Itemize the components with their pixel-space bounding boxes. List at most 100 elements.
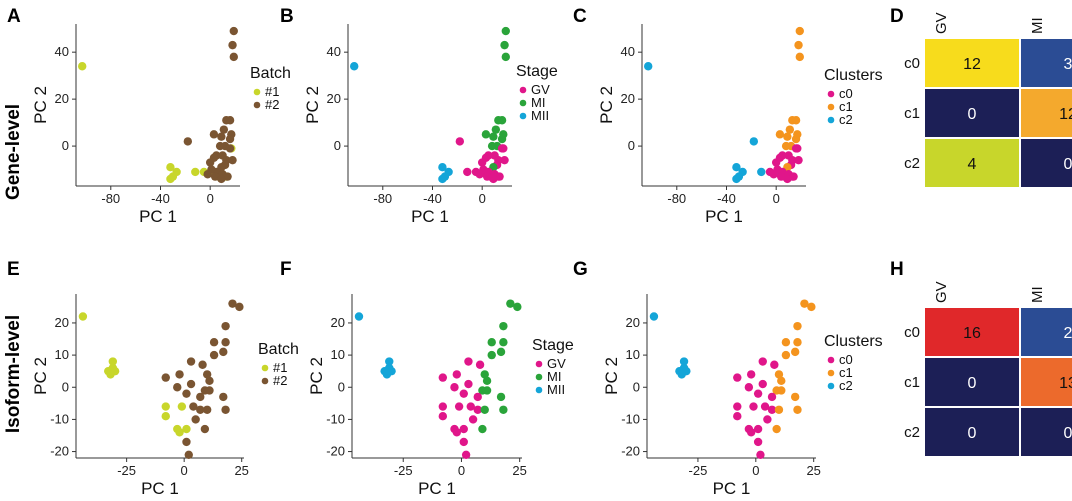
scatter-point <box>205 376 214 386</box>
y-tick-label: -20 <box>50 444 69 459</box>
scatter-point <box>499 321 508 331</box>
legend-marker <box>535 373 543 381</box>
y-tick-label: 10 <box>55 347 69 362</box>
scatter-point <box>459 424 468 434</box>
y-tick-label: 20 <box>55 91 69 106</box>
y-tick-label: 20 <box>327 91 341 106</box>
scatter-point <box>807 302 816 312</box>
scatter-point <box>452 428 461 437</box>
heatmap-cell <box>1019 406 1072 458</box>
scatter-point <box>732 163 741 172</box>
scatter-point <box>438 411 448 421</box>
x-tick-label: -25 <box>117 463 136 478</box>
scatter-point <box>209 350 219 360</box>
scatter-point <box>209 130 219 139</box>
scatter-point <box>205 158 215 167</box>
scatter-point <box>161 373 170 382</box>
scatter-point <box>497 144 507 153</box>
y-tick-label: 20 <box>331 315 345 330</box>
scatter-point <box>795 52 804 62</box>
scatter-point <box>202 370 212 379</box>
scatter-point <box>191 167 200 177</box>
y-axis-title: PC 2 <box>602 357 621 395</box>
heatmap-cell <box>1019 306 1072 358</box>
x-tick-label: 25 <box>806 463 820 478</box>
scatter-point <box>500 155 509 165</box>
scatter-point <box>753 424 763 434</box>
scatter-point <box>746 370 756 379</box>
scatter-point <box>788 116 797 125</box>
scatter-point <box>177 402 187 411</box>
row-label-isoform-level: Isoform-level <box>3 315 24 433</box>
scatter-point <box>78 62 87 71</box>
heatmap-cell-value: 0 <box>968 375 977 392</box>
scatter-point <box>800 299 809 308</box>
legend-title: Clusters <box>824 67 883 84</box>
scatter-point <box>795 26 804 36</box>
heatmap-cell-value: 0 <box>968 425 977 442</box>
legend-a: Batch #1#2 <box>250 65 291 112</box>
x-tick-label: -80 <box>667 191 686 206</box>
scatter-point <box>679 357 689 366</box>
scatter-point <box>791 144 801 153</box>
y-tick-label: 0 <box>334 138 341 153</box>
heatmap-cell-value: 16 <box>963 325 981 342</box>
scatter-point <box>229 52 238 62</box>
scatter-point <box>500 40 509 50</box>
scatter-point <box>203 170 212 179</box>
scatter-point <box>499 405 508 414</box>
scatter-point <box>173 383 182 392</box>
scatter-point <box>506 299 515 308</box>
y-tick-label: 40 <box>621 44 635 59</box>
scatter-point <box>644 62 653 71</box>
scatter-point <box>772 424 781 434</box>
scatter-point <box>482 386 492 395</box>
scatter-point <box>161 402 170 411</box>
y-axis-title: PC 2 <box>31 86 50 124</box>
scatter-point <box>198 360 207 369</box>
scatter-point <box>209 338 219 347</box>
scatter-point <box>769 170 778 179</box>
heatmap-cell-value: 13 <box>1059 375 1072 392</box>
heatmap-cell <box>923 406 1021 458</box>
heatmap-row-label: c1 <box>904 374 920 391</box>
heatmap-cell <box>1019 137 1072 189</box>
scatter-point <box>677 370 686 379</box>
scatter-point <box>785 125 795 134</box>
scatter-point <box>186 357 196 366</box>
scatter-point <box>350 62 359 71</box>
y-tick-label: 0 <box>62 138 69 153</box>
scatter-point <box>196 392 205 402</box>
scatter-point <box>463 167 472 177</box>
scatter-point <box>228 299 237 308</box>
legend-marker <box>535 360 543 368</box>
scatter-point <box>480 370 489 379</box>
scatter-point <box>781 350 791 360</box>
scatter-point <box>454 402 464 411</box>
scatter-point <box>354 312 364 321</box>
scatter-point <box>202 405 212 414</box>
y-axis-title: PC 2 <box>303 86 322 124</box>
y-axis-title: PC 2 <box>31 357 50 395</box>
heatmap-row-label: c2 <box>904 424 920 441</box>
heatmap-row-label: c1 <box>904 105 920 122</box>
scatter-point <box>649 312 659 321</box>
scatter-point <box>760 402 770 411</box>
scatter-point <box>200 424 210 434</box>
y-tick-label: 40 <box>55 44 69 59</box>
panel-h: HGVMIMIIc01620c10130c2006 <box>890 259 1072 458</box>
y-tick-label: 0 <box>338 379 345 394</box>
x-axis-title: PC 1 <box>713 479 751 498</box>
legend-item-label: #1 <box>265 84 279 99</box>
legend-marker <box>827 369 835 377</box>
scatter-point <box>794 40 803 50</box>
scatter-point <box>756 450 765 459</box>
x-tick-label: -80 <box>101 191 120 206</box>
scatter-point <box>464 357 473 366</box>
scatter-point <box>501 26 510 36</box>
scatter-point <box>767 405 777 414</box>
scatter-point <box>753 389 763 398</box>
heatmap-cell-value: 3 <box>1064 56 1072 73</box>
y-tick-label: -10 <box>621 411 640 426</box>
